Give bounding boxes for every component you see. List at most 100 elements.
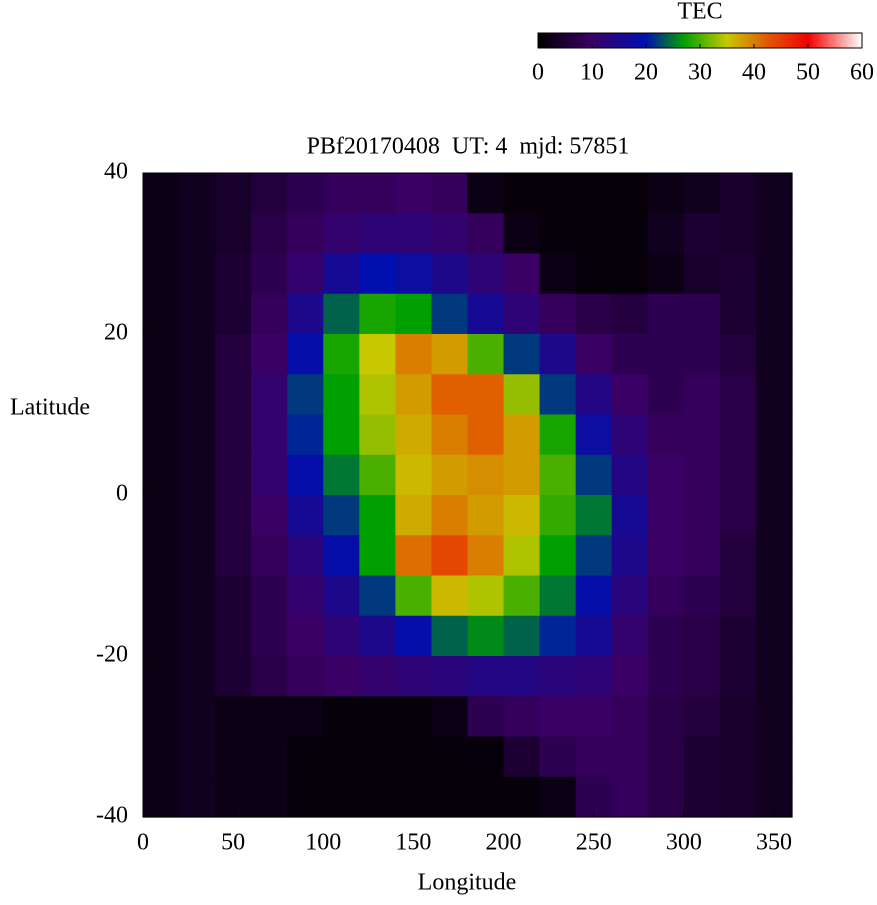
heat-cell <box>683 776 721 818</box>
heat-cell <box>575 253 613 295</box>
heat-cell <box>503 334 541 375</box>
heat-cell <box>431 696 469 738</box>
heat-cell <box>467 575 505 617</box>
heat-cell <box>395 414 433 456</box>
heat-cell <box>143 213 180 255</box>
heat-cell <box>611 495 649 536</box>
heat-cell <box>755 173 793 214</box>
heat-cell <box>287 454 324 496</box>
heat-cell <box>755 696 793 738</box>
heat-cell <box>179 535 216 577</box>
heat-cell <box>431 374 469 416</box>
heat-cell <box>143 656 180 697</box>
heat-cell <box>467 253 505 295</box>
heat-cell <box>431 776 469 818</box>
heat-cell <box>503 454 541 496</box>
heat-cell <box>143 414 180 456</box>
heat-cell <box>539 454 577 496</box>
heat-cell <box>719 253 757 295</box>
heat-cell <box>719 656 757 697</box>
heat-cell <box>287 414 324 456</box>
heat-cell <box>323 535 360 577</box>
heat-cell <box>323 776 360 818</box>
heat-cell <box>755 776 793 818</box>
heat-cell <box>467 736 505 778</box>
heat-cell <box>755 293 793 335</box>
heat-cell <box>647 736 685 778</box>
heat-cell <box>575 293 613 335</box>
heat-cell <box>143 776 180 818</box>
heat-cell <box>179 334 216 375</box>
heat-cell <box>287 656 324 697</box>
heat-cell <box>503 495 541 536</box>
heat-cell <box>539 374 577 416</box>
heat-cell <box>539 414 577 456</box>
y-tick-label: 20 <box>104 320 128 346</box>
heat-cell <box>143 696 180 738</box>
heat-cell <box>755 535 793 577</box>
heat-cell <box>755 495 793 536</box>
heat-cell <box>179 696 216 738</box>
heat-cell <box>683 293 721 335</box>
heat-cell <box>503 656 541 697</box>
heat-cell <box>647 253 685 295</box>
heat-cell <box>611 253 649 295</box>
heat-cell <box>431 253 469 295</box>
heat-cell <box>611 374 649 416</box>
heat-cell <box>323 615 360 657</box>
heat-cell <box>215 776 252 818</box>
heat-cell <box>179 173 216 214</box>
heat-cell <box>539 575 577 617</box>
heat-cell <box>539 615 577 657</box>
heat-cell <box>611 293 649 335</box>
heat-cell <box>251 374 288 416</box>
heat-cell <box>575 173 613 214</box>
heat-cell <box>323 213 360 255</box>
heat-cell <box>755 736 793 778</box>
heat-cell <box>575 736 613 778</box>
heat-cell <box>431 656 469 697</box>
heat-cell <box>431 173 469 214</box>
heat-cell <box>395 495 433 536</box>
x-tick-label: 50 <box>221 830 245 856</box>
heat-cell <box>755 656 793 697</box>
heat-cell <box>431 454 469 496</box>
x-tick-label: 350 <box>756 830 792 856</box>
heat-cell <box>179 253 216 295</box>
heat-cell <box>611 173 649 214</box>
heat-cell <box>647 213 685 255</box>
heat-cell <box>359 374 396 416</box>
heat-cell <box>323 414 360 456</box>
colorbar-label: TEC <box>677 0 722 25</box>
heat-cell <box>251 575 288 617</box>
heat-cell <box>215 454 252 496</box>
heat-cell <box>359 454 396 496</box>
colorbar-tick-label: 50 <box>796 60 820 86</box>
heat-cell <box>359 575 396 617</box>
heat-cell <box>215 293 252 335</box>
heat-cell <box>251 495 288 536</box>
heat-cell <box>323 173 360 214</box>
heat-cell <box>323 696 360 738</box>
heat-cell <box>323 736 360 778</box>
heat-cell <box>395 615 433 657</box>
heat-cell <box>647 173 685 214</box>
heat-cell <box>143 374 180 416</box>
heat-cell <box>755 253 793 295</box>
heat-cell <box>323 656 360 697</box>
heat-cell <box>719 736 757 778</box>
heat-cell <box>251 615 288 657</box>
heat-cell <box>215 334 252 375</box>
colorbar-tick-label: 20 <box>634 60 658 86</box>
heat-cell <box>611 535 649 577</box>
heat-cell <box>503 696 541 738</box>
heat-cell <box>575 334 613 375</box>
heat-cell <box>575 454 613 496</box>
heat-cell <box>575 414 613 456</box>
heat-cell <box>503 293 541 335</box>
heat-cell <box>323 334 360 375</box>
heat-cell <box>539 173 577 214</box>
heat-cell <box>143 173 180 214</box>
heat-cell <box>539 293 577 335</box>
heat-cell <box>467 334 505 375</box>
